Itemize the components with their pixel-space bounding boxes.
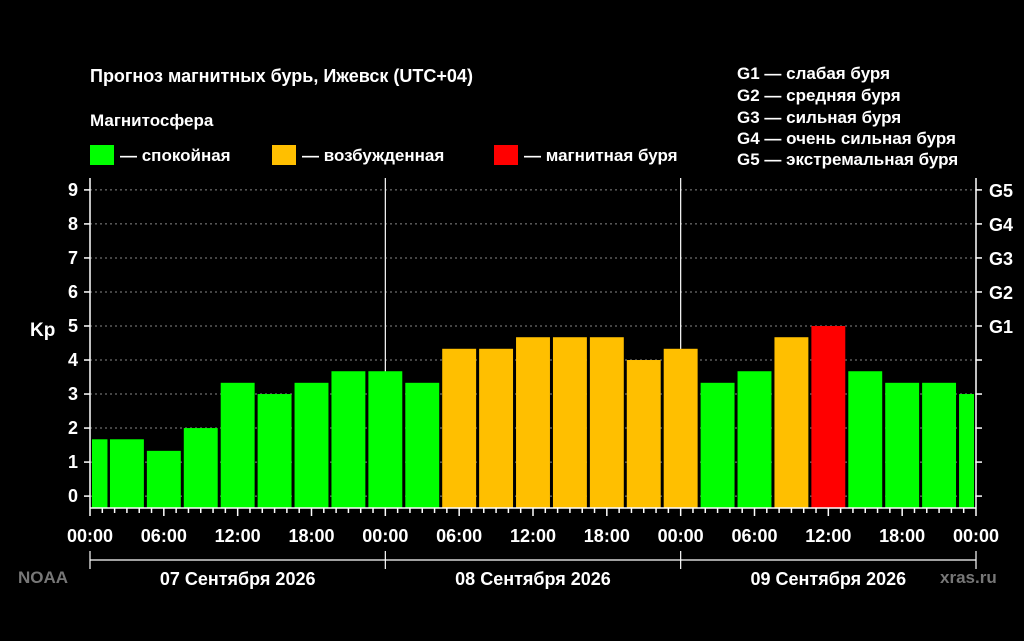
kp-bar bbox=[811, 325, 846, 508]
kp-bar bbox=[626, 360, 661, 508]
x-tick-label: 12:00 bbox=[805, 526, 851, 546]
g-legend-item: G5 — экстремальная буря bbox=[737, 150, 959, 169]
legend-swatch-active bbox=[272, 145, 296, 165]
g-tick-label: G2 bbox=[989, 283, 1013, 303]
y-tick-label: 4 bbox=[68, 350, 78, 370]
x-tick-label: 18:00 bbox=[584, 526, 630, 546]
y-tick-label: 0 bbox=[68, 486, 78, 506]
kp-bar bbox=[442, 348, 477, 508]
axis-layer bbox=[84, 178, 982, 569]
kp-bar bbox=[479, 348, 514, 508]
kp-bar bbox=[589, 337, 624, 508]
g-legend-item: G2 — средняя буря bbox=[737, 86, 901, 105]
g-tick-label: G4 bbox=[989, 215, 1013, 235]
kp-bar bbox=[774, 337, 809, 508]
x-tick-label: 12:00 bbox=[215, 526, 261, 546]
kp-bar bbox=[294, 382, 329, 508]
kp-bar bbox=[109, 439, 144, 508]
x-tick-label: 06:00 bbox=[141, 526, 187, 546]
labels-layer: 0 1 2 3 4 5 6 7 8 9 G1 G2 G3 G4 G5 Kp 00:00 06:00 12:00 18:… bbox=[30, 180, 1013, 589]
day-label: 07 Сентября 2026 bbox=[160, 569, 316, 589]
kp-bar bbox=[331, 371, 366, 508]
kp-bar bbox=[663, 348, 698, 508]
kp-bar bbox=[848, 371, 883, 508]
x-tick-label: 00:00 bbox=[658, 526, 704, 546]
y-axis-label: Kp bbox=[30, 320, 55, 341]
kp-bar bbox=[700, 382, 735, 508]
y-tick-label: 6 bbox=[68, 282, 78, 302]
kp-bar bbox=[737, 371, 772, 508]
y-tick-label: 3 bbox=[68, 384, 78, 404]
x-tick-label: 00:00 bbox=[362, 526, 408, 546]
g-legend-item: G1 — слабая буря bbox=[737, 64, 891, 83]
bars-layer bbox=[92, 325, 974, 508]
kp-bar bbox=[257, 394, 292, 508]
g-legend-item: G3 — сильная буря bbox=[737, 108, 902, 127]
chart-title: Прогноз магнитных бурь, Ижевск (UTC+04) bbox=[90, 66, 473, 86]
x-tick-label: 18:00 bbox=[879, 526, 925, 546]
kp-bar bbox=[146, 450, 181, 508]
legend-label-quiet: — спокойная bbox=[120, 146, 231, 165]
legend-swatch-quiet bbox=[90, 145, 114, 165]
kp-bar bbox=[183, 428, 218, 508]
magnetosphere-label: Магнитосфера bbox=[90, 111, 214, 130]
kp-bar bbox=[92, 439, 108, 508]
y-tick-label: 1 bbox=[68, 452, 78, 472]
kp-bar bbox=[552, 337, 587, 508]
g-legend-item: G4 — очень сильная буря bbox=[737, 129, 956, 148]
kp-bar bbox=[220, 382, 255, 508]
x-tick-label: 12:00 bbox=[510, 526, 556, 546]
kp-bar bbox=[885, 382, 920, 508]
source-xras[interactable]: xras.ru bbox=[940, 568, 997, 587]
y-tick-label: 2 bbox=[68, 418, 78, 438]
legend-label-storm: — магнитная буря bbox=[524, 146, 678, 165]
kp-bar bbox=[922, 382, 957, 508]
x-tick-label: 18:00 bbox=[288, 526, 334, 546]
y-tick-label: 5 bbox=[68, 316, 78, 336]
kp-bar bbox=[516, 337, 550, 508]
legend-swatch-storm bbox=[494, 145, 518, 165]
y-tick-label: 8 bbox=[68, 214, 78, 234]
g-tick-label: G5 bbox=[989, 181, 1013, 201]
kp-bar bbox=[405, 382, 440, 508]
x-tick-label: 00:00 bbox=[67, 526, 113, 546]
x-tick-label: 06:00 bbox=[436, 526, 482, 546]
x-tick-label: 06:00 bbox=[731, 526, 777, 546]
kp-bar bbox=[368, 371, 403, 508]
source-noaa: NOAA bbox=[18, 568, 69, 587]
g-tick-label: G3 bbox=[989, 249, 1013, 269]
y-tick-label: 9 bbox=[68, 180, 78, 200]
g-tick-label: G1 bbox=[989, 317, 1013, 337]
x-tick-label: 00:00 bbox=[953, 526, 999, 546]
day-label: 09 Сентября 2026 bbox=[751, 569, 907, 589]
kp-bar bbox=[959, 394, 974, 508]
y-tick-label: 7 bbox=[68, 248, 78, 268]
day-label: 08 Сентября 2026 bbox=[455, 569, 611, 589]
legend-label-active: — возбужденная bbox=[302, 146, 445, 165]
